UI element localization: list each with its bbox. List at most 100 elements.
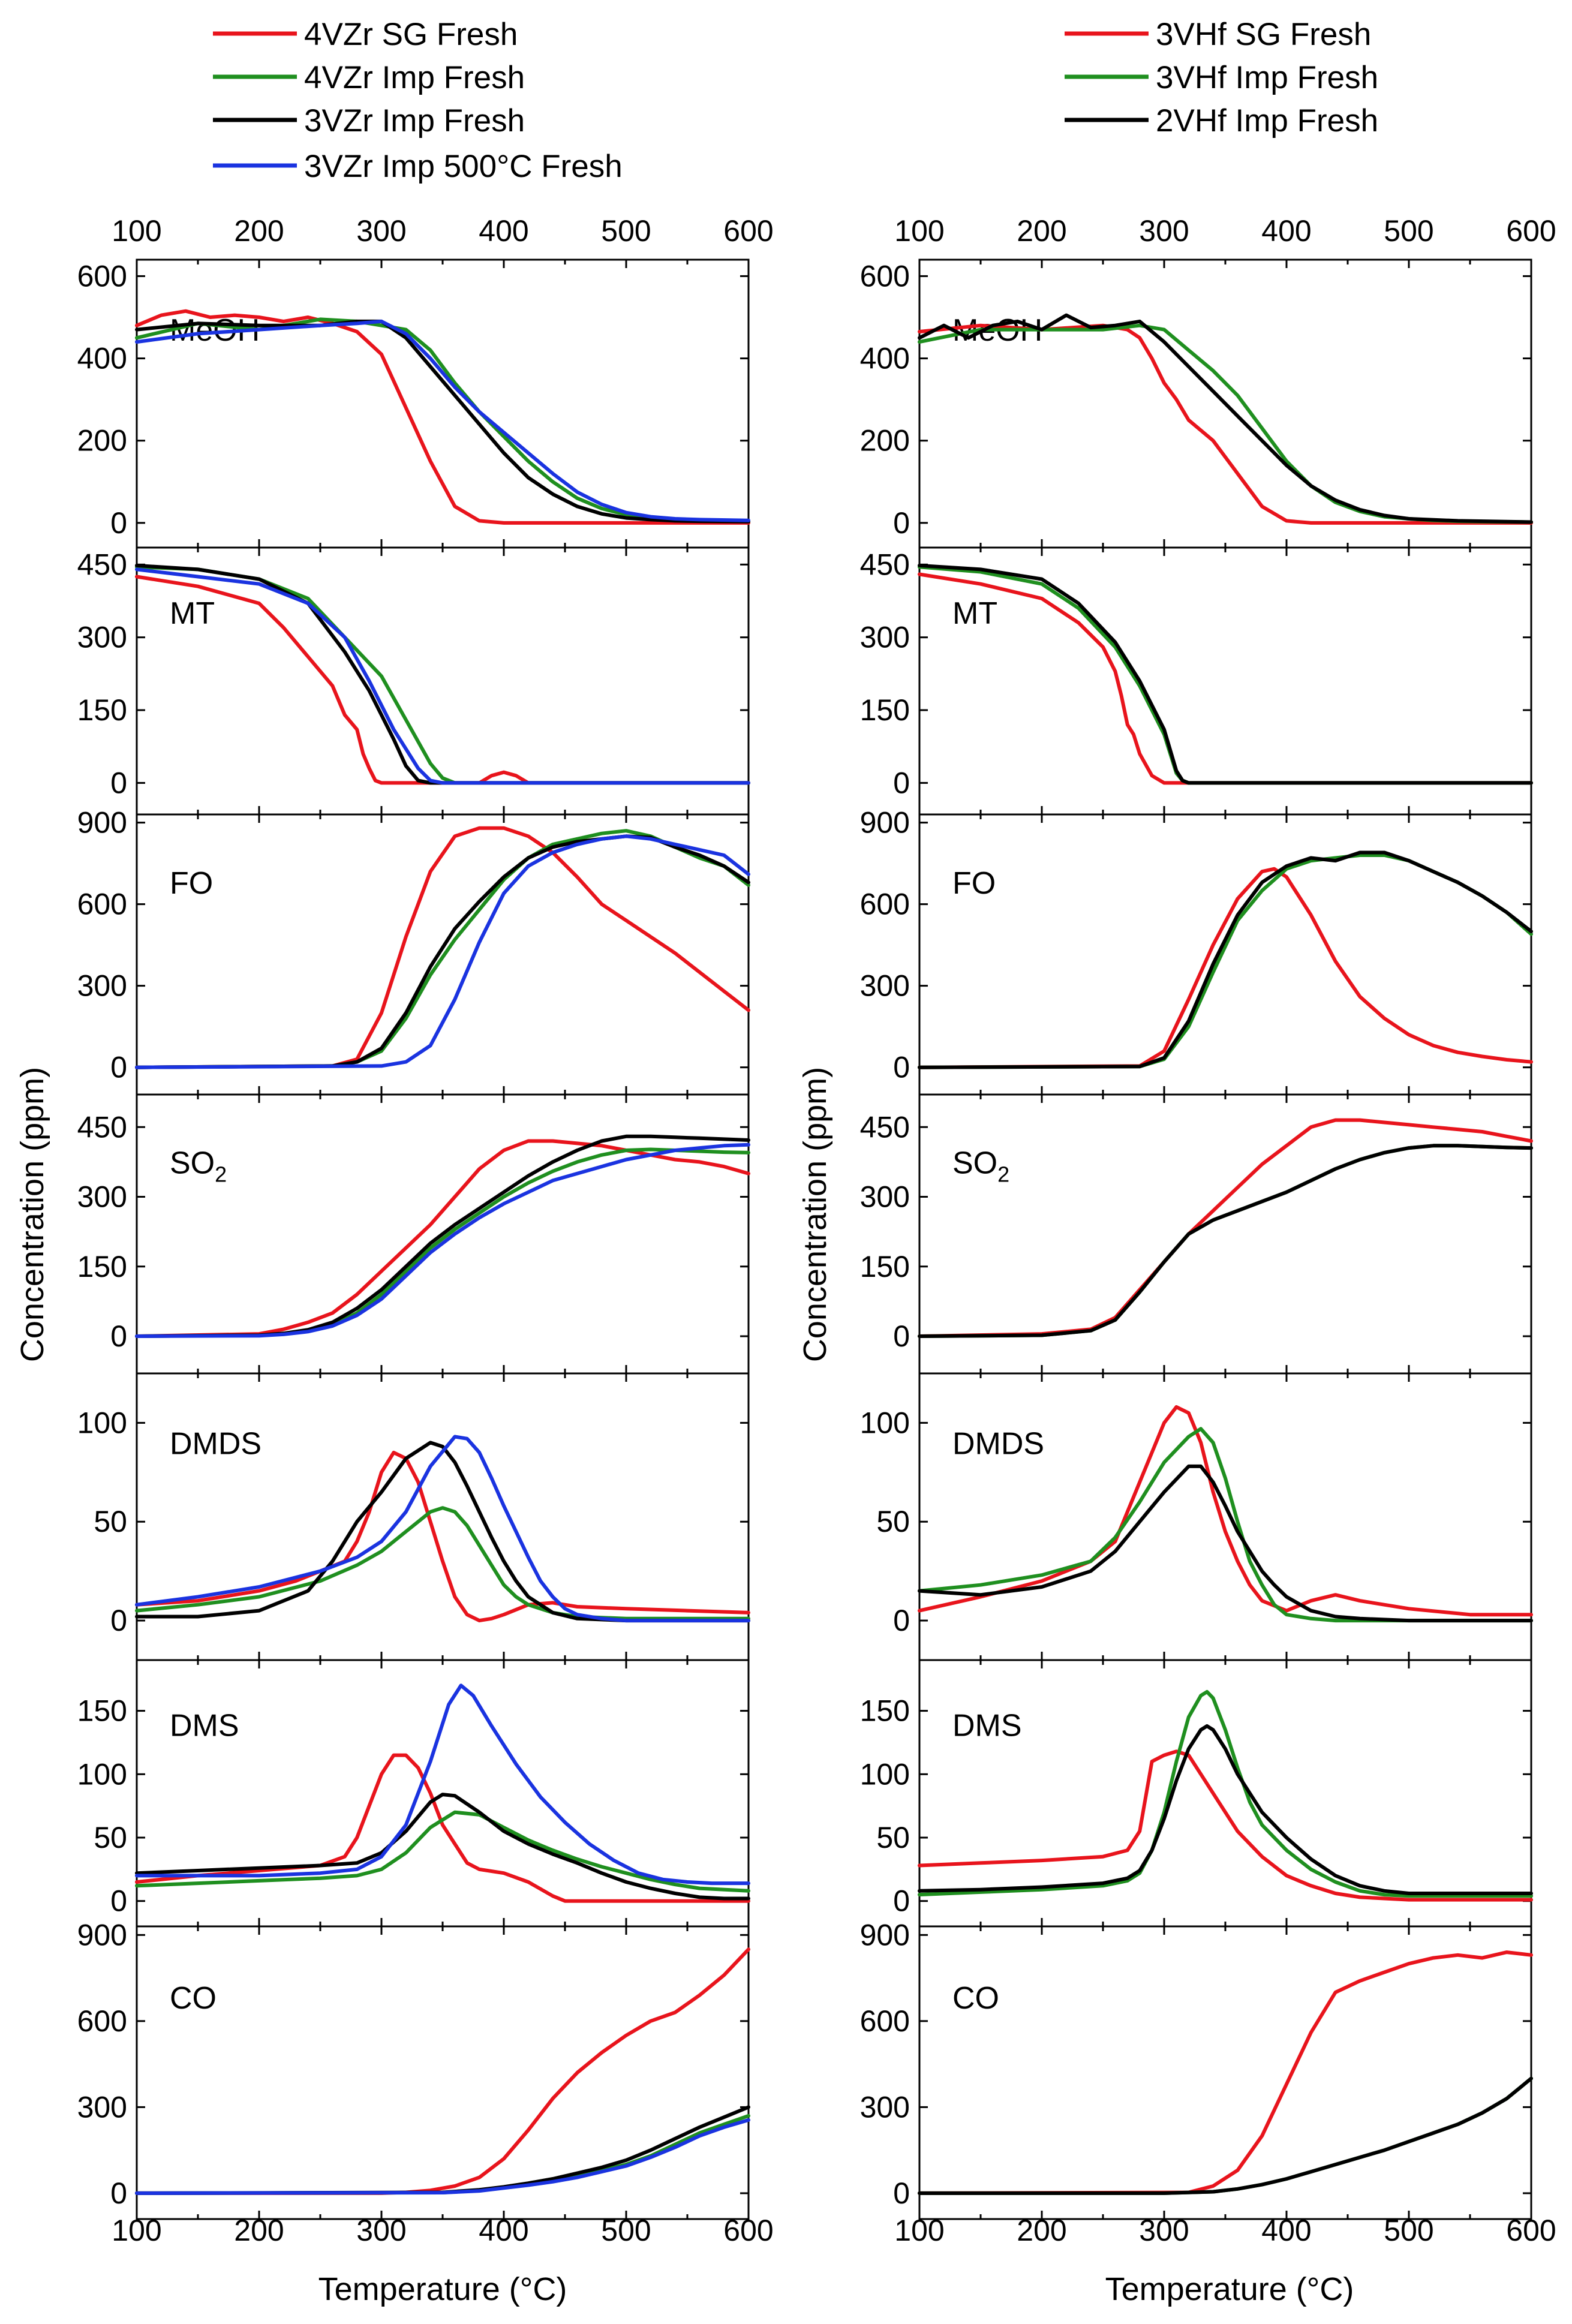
y-tick-label: 300	[860, 2090, 910, 2124]
panel-dms: 0 50 100 150 DMS	[77, 1659, 750, 1928]
series-line	[135, 826, 750, 1069]
y-tick-label: 50	[94, 1505, 127, 1538]
panel-label: SO2	[952, 1146, 1009, 1187]
y-tick-label: 450	[860, 548, 910, 581]
x-tick-label-top: 400	[479, 214, 528, 248]
panel-frame	[918, 1372, 1532, 1661]
x-tick-label-top: 100	[894, 214, 944, 248]
y-tick-label: 450	[77, 548, 127, 581]
series-line	[918, 1749, 1533, 1902]
y-tick-label: 100	[860, 1406, 910, 1439]
x-tick-label-top: 400	[1261, 214, 1311, 248]
series-line	[135, 319, 750, 524]
y-tick-label: 50	[94, 1821, 127, 1854]
x-tick-label-top: 500	[1384, 214, 1433, 248]
panel-frame	[918, 546, 1532, 816]
y-tick-label: 150	[77, 1694, 127, 1728]
y-tick-label: 300	[77, 621, 127, 654]
panel-label-subscript: 2	[215, 1162, 227, 1187]
y-tick-label: 0	[110, 1051, 127, 1084]
x-tick-label-top: 200	[1017, 214, 1066, 248]
series-line	[918, 1144, 1533, 1338]
series-line	[135, 2118, 750, 2195]
series-line	[918, 1724, 1533, 1895]
series-line	[135, 1435, 750, 1623]
panel-label: MT	[170, 596, 215, 631]
legend-entry: 3VHf Imp Fresh	[1065, 60, 1378, 95]
series-line	[135, 1450, 750, 1623]
series-line	[135, 834, 750, 1069]
legend-right: 3VHf SG Fresh 3VHf Imp Fresh 2VHf Imp Fr…	[1065, 17, 1378, 139]
legend-label: 2VHf Imp Fresh	[1156, 103, 1378, 139]
series-line	[135, 567, 750, 785]
y-tick-label: 0	[893, 1604, 910, 1637]
y-tick-label: 300	[77, 1180, 127, 1214]
x-tick-label-top: 600	[723, 214, 773, 248]
panel-label: MT	[952, 596, 997, 631]
y-tick-label: 200	[860, 424, 910, 458]
panel-label: DMS	[952, 1709, 1022, 1743]
panel-frame	[918, 813, 1532, 1096]
y-tick-label: 600	[860, 2004, 910, 2038]
x-tick-label-top: 100	[112, 214, 161, 248]
y-tick-label: 0	[110, 1604, 127, 1637]
series-line	[918, 2076, 1533, 2195]
panel-label: DMDS	[952, 1427, 1044, 1462]
panel-frame	[136, 258, 750, 549]
y-tick-label: 600	[860, 888, 910, 921]
y-tick-label: 0	[893, 1319, 910, 1353]
panel-co: 0 300 600 900 CO	[77, 1918, 750, 2220]
legend-entry: 2VHf Imp Fresh	[1065, 103, 1378, 139]
panel-label: DMDS	[170, 1427, 262, 1462]
series-line	[135, 834, 750, 1069]
y-tick-label: 900	[860, 806, 910, 840]
series-line	[135, 1134, 750, 1338]
legend-label: 4VZr SG Fresh	[304, 17, 518, 52]
panel-label: FO	[952, 866, 996, 901]
legend-label: 4VZr Imp Fresh	[304, 60, 525, 95]
panel-label: FO	[170, 866, 213, 901]
series-line	[135, 1143, 750, 1338]
series-line	[918, 323, 1533, 524]
y-tick-label: 0	[110, 2176, 127, 2210]
series-line	[918, 313, 1533, 524]
panel-frame	[918, 1093, 1532, 1375]
panel-label-subscript: 2	[997, 1162, 1009, 1187]
series-line	[918, 1464, 1533, 1623]
series-line	[135, 1793, 750, 1901]
legend-label: 3VZr Imp 500°C Fresh	[304, 149, 623, 184]
y-axis-title-left: Concentration (ppm)	[14, 1067, 50, 1362]
series-line	[918, 1427, 1533, 1623]
legend-label: 3VHf Imp Fresh	[1156, 60, 1378, 95]
legend-entry: 3VHf SG Fresh	[1065, 17, 1371, 52]
y-tick-label: 900	[860, 1918, 910, 1952]
series-line	[918, 850, 1533, 1069]
y-tick-label: 0	[893, 506, 910, 540]
series-line	[918, 1950, 1533, 2195]
legend-entry: 3VZr Imp 500°C Fresh	[213, 149, 623, 184]
panel-frame	[136, 546, 750, 816]
x-tick-label-top: 200	[234, 214, 284, 248]
y-tick-label: 0	[110, 1884, 127, 1918]
x-tick-label-top: 500	[601, 214, 651, 248]
y-tick-label: 900	[77, 806, 127, 840]
panel-frame	[918, 1925, 1532, 2220]
series-line	[918, 565, 1533, 785]
y-tick-label: 200	[77, 424, 127, 458]
y-tick-label: 150	[860, 693, 910, 727]
panel-mt: 0 150 300 450 MT	[77, 546, 750, 816]
y-tick-label: 450	[77, 1110, 127, 1144]
series-line	[135, 1441, 750, 1623]
series-line	[135, 1683, 750, 1886]
x-tick-label-top: 300	[1139, 214, 1189, 248]
panel-co: 0 300 600 900 CO	[860, 1918, 1533, 2220]
panel-dmds: 0 50 100 DMDS	[860, 1372, 1533, 1661]
y-tick-label: 0	[110, 506, 127, 540]
panel-label: CO	[170, 1981, 217, 2016]
series-line	[918, 1689, 1533, 1898]
panel-frame	[918, 1659, 1532, 1928]
